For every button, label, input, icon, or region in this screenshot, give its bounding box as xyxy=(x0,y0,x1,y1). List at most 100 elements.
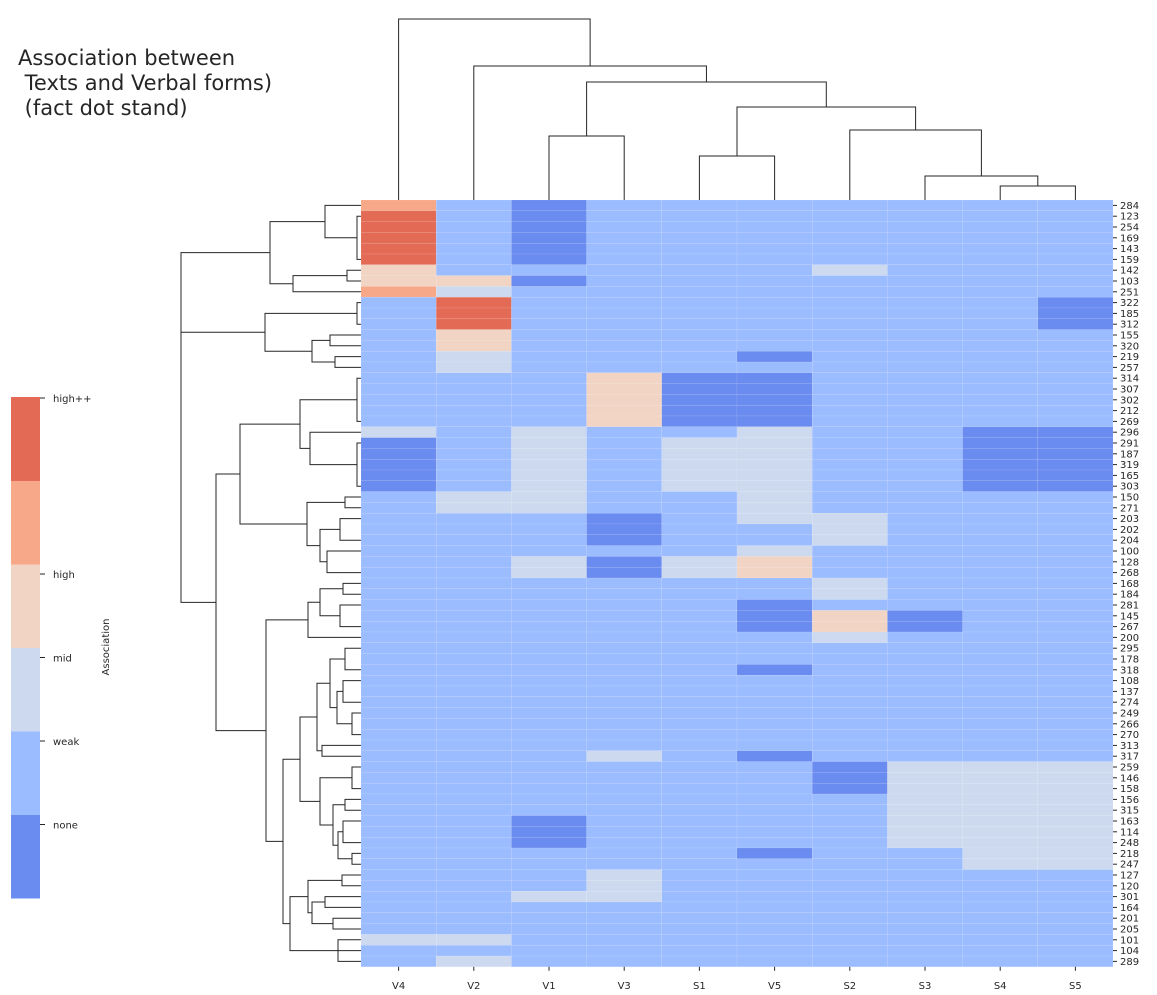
heatmap-cell-257-S2 xyxy=(811,361,888,374)
heatmap-cell-319-S5 xyxy=(1037,458,1114,471)
column-label: S1 xyxy=(693,981,706,992)
row-dendrogram-link xyxy=(215,473,266,732)
heatmap-cell-143-S1 xyxy=(661,242,738,255)
row-label: 317 xyxy=(1120,752,1139,763)
heatmap-cell-266-S3 xyxy=(887,718,963,730)
heatmap-cell-271-V5 xyxy=(736,502,813,514)
heatmap-cell-320-V1 xyxy=(511,340,587,352)
heatmap-cell-212-S2 xyxy=(811,404,888,417)
heatmap-cell-142-V4 xyxy=(360,264,437,276)
heatmap-cell-291-S4 xyxy=(962,437,1039,449)
colorbar-segment xyxy=(11,647,40,732)
heatmap-cell-201-V3 xyxy=(586,912,663,924)
heatmap-cell-145-S3 xyxy=(887,610,963,622)
heatmap-cell-219-V3 xyxy=(586,350,663,363)
heatmap-cell-247-S4 xyxy=(962,858,1039,870)
heatmap-cell-259-V2 xyxy=(435,761,512,773)
row-label: 163 xyxy=(1120,817,1139,828)
heatmap-cell-218-V3 xyxy=(586,847,663,860)
heatmap-cell-145-V1 xyxy=(511,610,587,622)
row-label: 257 xyxy=(1120,363,1139,374)
heatmap-cell-108-V3 xyxy=(586,674,663,687)
column-label: S3 xyxy=(919,981,932,992)
heatmap-cell-146-S4 xyxy=(962,772,1039,784)
heatmap-cell-101-V2 xyxy=(435,934,512,946)
heatmap-cell-103-V3 xyxy=(586,275,663,287)
colorbar-level-mid: mid xyxy=(53,654,72,665)
heatmap-cell-108-S3 xyxy=(887,674,963,687)
heatmap-cell-203-V2 xyxy=(435,512,512,525)
heatmap-cell-101-S5 xyxy=(1037,934,1114,946)
heatmap-cell-284-V3 xyxy=(586,199,663,212)
column-dendrogram-link xyxy=(736,106,917,156)
heatmap-cell-259-V3 xyxy=(586,761,663,773)
heatmap-cell-266-S5 xyxy=(1037,718,1114,730)
row-dendrogram-link xyxy=(329,334,361,347)
colorbar: none weak mid high high++ Association xyxy=(11,394,112,899)
heatmap-cell-301-S3 xyxy=(887,890,963,903)
heatmap-cell-267-V1 xyxy=(511,620,587,633)
heatmap-cell-159-V3 xyxy=(586,253,663,266)
heatmap-cell-254-S1 xyxy=(661,221,738,233)
heatmap-cell-322-V1 xyxy=(511,296,587,309)
heatmap-cell-212-V5 xyxy=(736,404,813,417)
row-dendrogram-link xyxy=(307,601,361,638)
heatmap-cell-187-V4 xyxy=(360,448,437,460)
heatmap-cell-296-V1 xyxy=(511,426,587,438)
heatmap-cell-268-S1 xyxy=(661,566,738,579)
heatmap-cell-317-V4 xyxy=(360,750,437,762)
heatmap-cell-320-S5 xyxy=(1037,340,1114,352)
heatmap-cell-203-V1 xyxy=(511,512,587,525)
heatmap-cell-318-S1 xyxy=(661,664,738,676)
heatmap-cell-187-V3 xyxy=(586,448,663,460)
heatmap-cell-274-S4 xyxy=(962,696,1039,708)
heatmap-cell-120-S2 xyxy=(811,880,888,892)
heatmap-cell-296-V5 xyxy=(736,426,813,438)
heatmap-cell-291-V1 xyxy=(511,437,587,449)
heatmap-cell-123-V1 xyxy=(511,210,587,222)
heatmap-cell-291-S2 xyxy=(811,437,888,449)
heatmap-cell-158-V2 xyxy=(435,782,512,795)
heatmap-cell-269-S4 xyxy=(962,415,1039,428)
heatmap-cell-165-V5 xyxy=(736,469,813,482)
heatmap-cell-104-S3 xyxy=(887,944,963,957)
heatmap-cell-281-S2 xyxy=(811,599,888,611)
heatmap-cell-247-V5 xyxy=(736,858,813,870)
heatmap-cell-307-V2 xyxy=(435,383,512,395)
heatmap-cell-317-V2 xyxy=(435,750,512,762)
row-label: 320 xyxy=(1120,341,1139,352)
heatmap-cell-257-S4 xyxy=(962,361,1039,374)
heatmap-cell-320-S3 xyxy=(887,340,963,352)
heatmap-cell-158-S4 xyxy=(962,782,1039,795)
heatmap-cell-320-V2 xyxy=(435,340,512,352)
heatmap-cell-103-S4 xyxy=(962,275,1039,287)
row-label: 103 xyxy=(1120,277,1139,288)
row-label: 289 xyxy=(1120,957,1139,968)
column-dendrogram-link xyxy=(924,175,1039,200)
heatmap-cell-281-V3 xyxy=(586,599,663,611)
heatmap-cell-314-S1 xyxy=(661,372,738,384)
heatmap-cell-267-S1 xyxy=(661,620,738,633)
heatmap-cell-289-S1 xyxy=(661,955,738,968)
row-label: 108 xyxy=(1120,676,1139,687)
chart-title: Association between Texts and Verbal for… xyxy=(18,46,273,120)
heatmap-cell-205-V4 xyxy=(360,923,437,935)
heatmap-cell-127-S1 xyxy=(661,869,738,881)
heatmap-cell-187-V1 xyxy=(511,448,587,460)
row-label: 281 xyxy=(1120,601,1139,612)
heatmap-cell-247-S3 xyxy=(887,858,963,870)
heatmap-cell-163-S1 xyxy=(661,815,738,827)
column-dendrogram xyxy=(398,18,1076,200)
heatmap-cell-178-S5 xyxy=(1037,653,1114,665)
heatmap-cell-103-V4 xyxy=(360,275,437,287)
heatmap-cell-150-S3 xyxy=(887,491,963,503)
column-dendrogram-link xyxy=(473,65,707,200)
heatmap-cell-178-S1 xyxy=(661,653,738,665)
column-dendrogram-link xyxy=(548,135,625,200)
heatmap-cell-178-S2 xyxy=(811,653,888,665)
heatmap-cell-257-V4 xyxy=(360,361,437,374)
heatmap-cell-143-V2 xyxy=(435,242,512,255)
heatmap-cell-254-S4 xyxy=(962,221,1039,233)
heatmap-cell-156-S2 xyxy=(811,793,888,806)
